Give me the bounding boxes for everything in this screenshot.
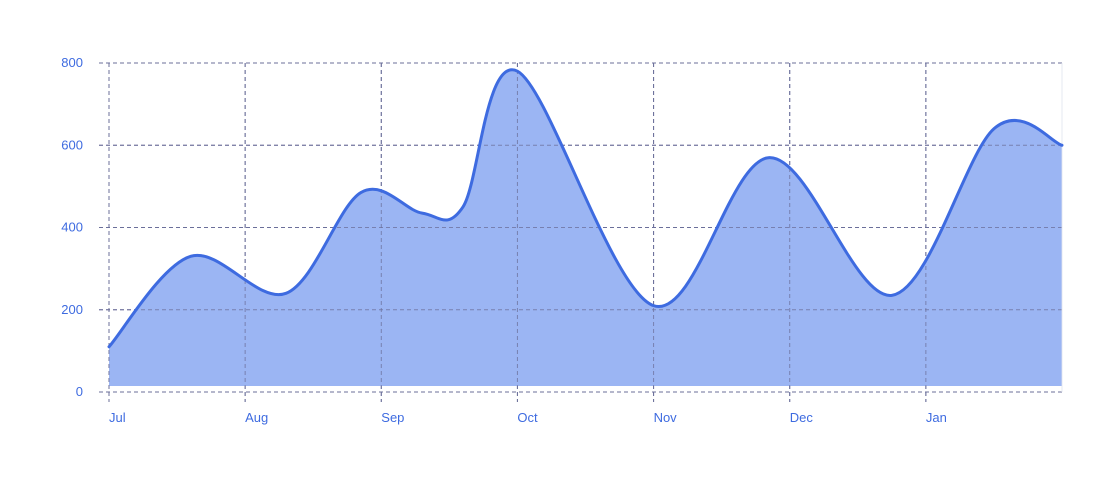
y-tick-label: 800 <box>61 55 83 70</box>
axes <box>99 62 1064 402</box>
x-tick-label: Oct <box>517 410 538 425</box>
y-tick-label: 600 <box>61 137 83 152</box>
tick-labels: 0 200 400 600 800 Jul Aug Sep Oct Nov Dec Jan <box>61 55 947 425</box>
x-tick-label: Nov <box>654 410 678 425</box>
y-tick-label: 400 <box>61 220 83 235</box>
x-tick-label: Sep <box>381 410 404 425</box>
series-line <box>107 68 1064 349</box>
y-tick-label: 0 <box>76 384 83 399</box>
x-tick-label: Aug <box>245 410 268 425</box>
x-tick-label: Jan <box>926 410 947 425</box>
x-tick-label: Jul <box>109 410 126 425</box>
y-tick-label: 200 <box>61 302 83 317</box>
x-tick-label: Dec <box>790 410 814 425</box>
